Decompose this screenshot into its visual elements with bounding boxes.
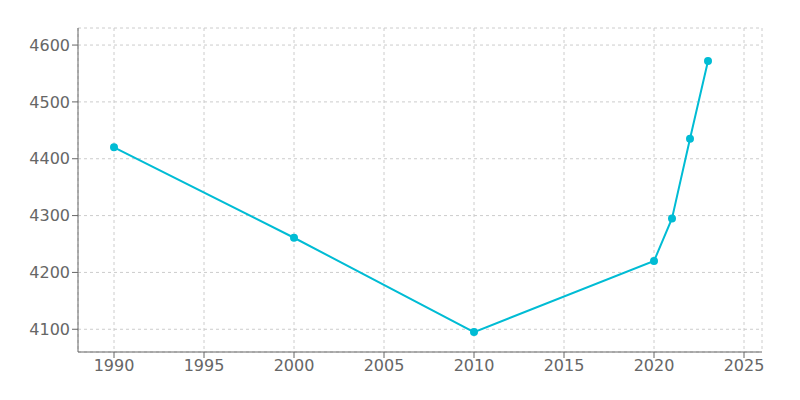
svg-text:4200: 4200: [29, 263, 70, 282]
svg-text:4300: 4300: [29, 206, 70, 225]
svg-text:2005: 2005: [364, 356, 405, 375]
svg-text:4500: 4500: [29, 93, 70, 112]
svg-text:1995: 1995: [184, 356, 225, 375]
svg-text:2025: 2025: [724, 356, 765, 375]
svg-text:2020: 2020: [634, 356, 675, 375]
svg-text:1990: 1990: [94, 356, 135, 375]
svg-text:4600: 4600: [29, 36, 70, 55]
svg-text:4400: 4400: [29, 149, 70, 168]
svg-text:4100: 4100: [29, 320, 70, 339]
svg-text:2000: 2000: [274, 356, 315, 375]
svg-text:2010: 2010: [454, 356, 495, 375]
svg-text:2015: 2015: [544, 356, 585, 375]
